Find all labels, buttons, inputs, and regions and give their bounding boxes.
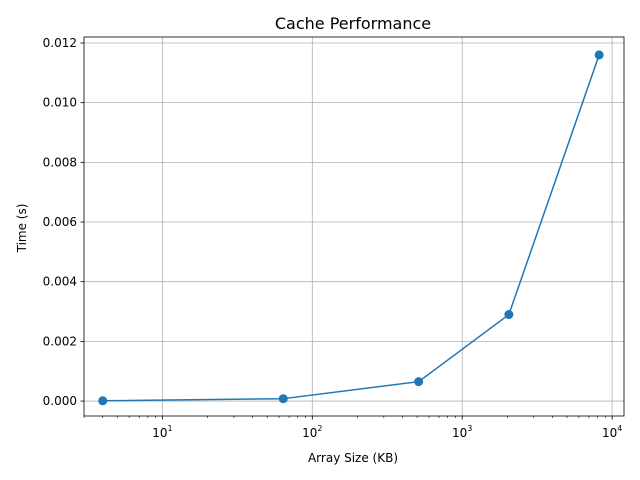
x-tick-label-base: 10 [602, 426, 617, 440]
x-tick-label-base: 10 [152, 426, 167, 440]
y-tick-label: 0.004 [43, 275, 77, 289]
x-tick-label-exponent: 1 [167, 424, 172, 433]
y-tick-label: 0.012 [43, 36, 77, 50]
y-axis-label: Time (s) [15, 204, 29, 254]
chart-title: Cache Performance [275, 14, 431, 33]
x-tick-label: 102 [302, 424, 322, 440]
data-point [504, 310, 514, 320]
data-point [98, 396, 108, 406]
x-tick-label-base: 10 [452, 426, 467, 440]
grid [84, 37, 624, 416]
y-tick-label: 0.008 [43, 155, 77, 169]
x-tick-label-exponent: 2 [317, 424, 322, 433]
x-tick-label-base: 10 [302, 426, 317, 440]
y-tick-label: 0.000 [43, 394, 77, 408]
y-tick-label: 0.010 [43, 96, 77, 110]
x-tick-label: 101 [152, 424, 172, 440]
plot-frame [83, 36, 625, 417]
data-point [278, 394, 288, 404]
y-tick-label: 0.006 [43, 215, 77, 229]
x-tick-label: 104 [602, 424, 622, 440]
x-tick-label: 103 [452, 424, 472, 440]
data-point [414, 377, 424, 387]
data-point [594, 50, 604, 60]
x-tick-label-exponent: 3 [467, 424, 472, 433]
x-axis-label: Array Size (KB) [308, 451, 398, 465]
x-tick-label-exponent: 4 [617, 424, 622, 433]
y-tick-label: 0.002 [43, 334, 77, 348]
series [98, 50, 604, 406]
